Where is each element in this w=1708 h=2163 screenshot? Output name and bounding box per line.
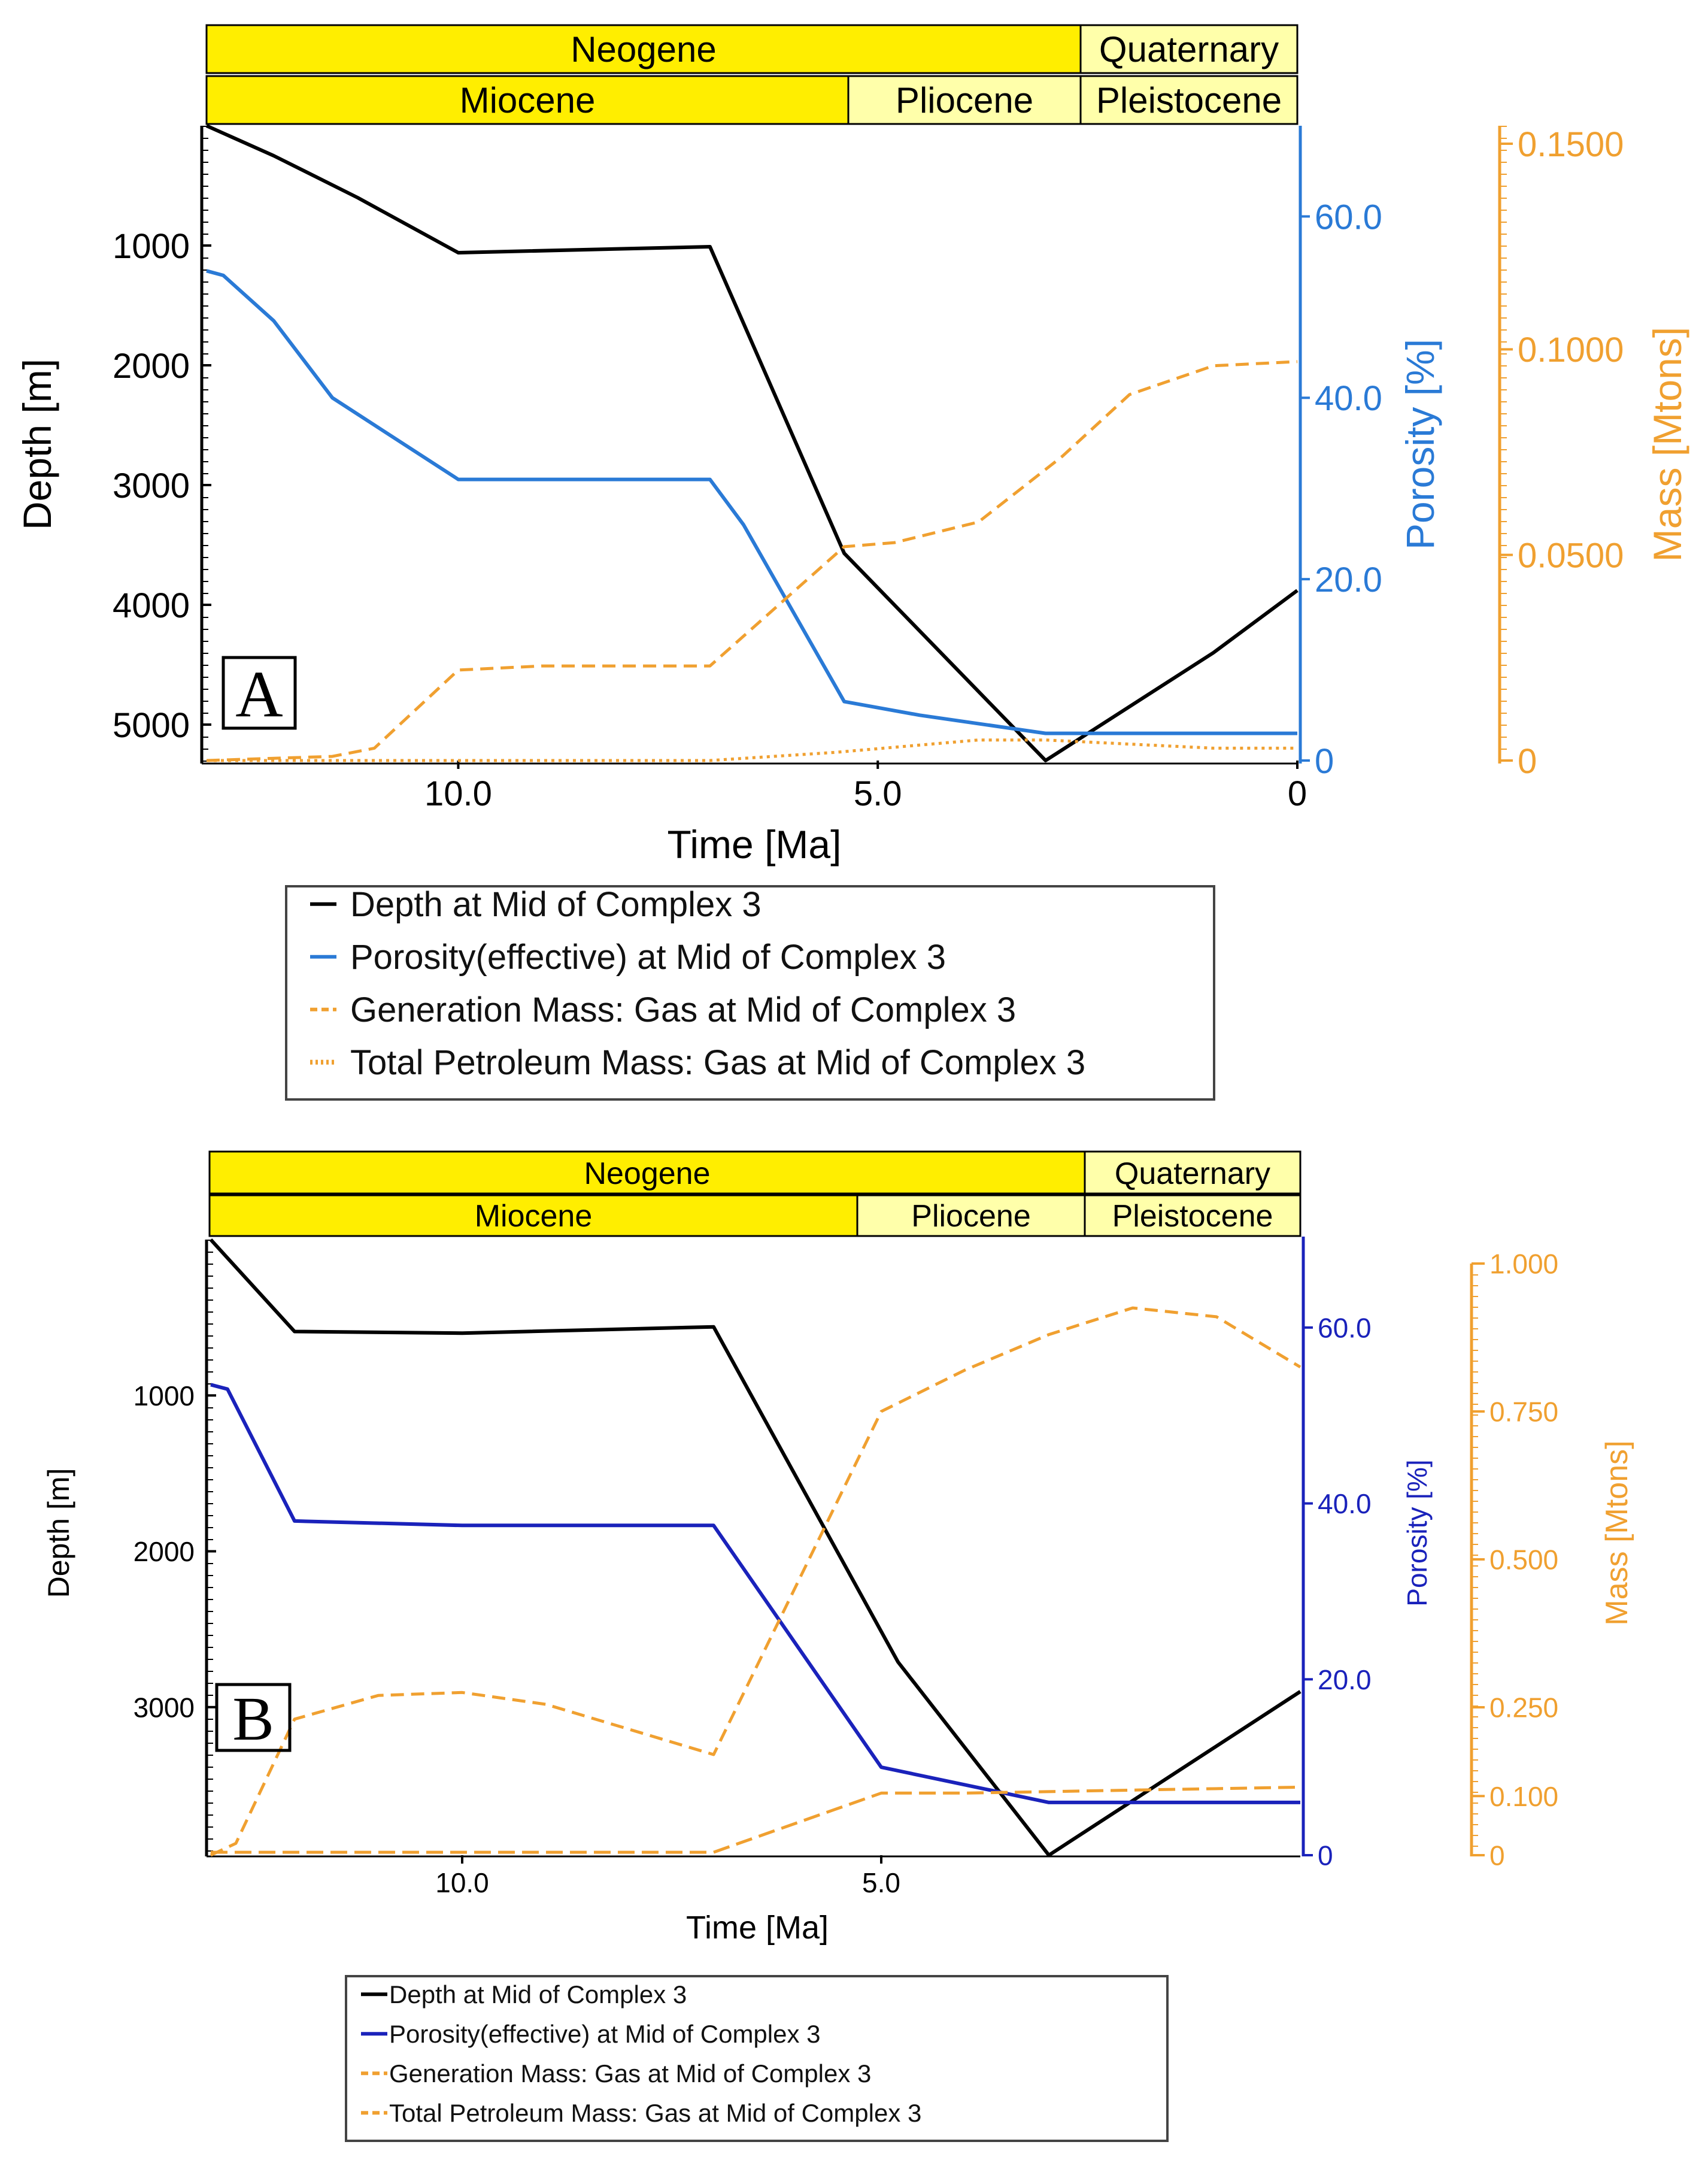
depth-tick-label: 3000 bbox=[134, 1692, 195, 1723]
legend-label: Depth at Mid of Complex 3 bbox=[350, 885, 762, 924]
mass-axis-title: Mass [Mtons] bbox=[1645, 327, 1689, 562]
label-quaternary: Quaternary bbox=[1099, 29, 1279, 69]
depth-axis-title: Depth [m] bbox=[15, 359, 59, 530]
panel-b-series bbox=[209, 1238, 1302, 1857]
label-neogene: Neogene bbox=[571, 29, 717, 69]
series-line-1 bbox=[210, 1383, 1300, 1804]
panel-a-ticks: 10.0 5.0 0 1000 2000 3000 4000 5000 0 20.0 40.0 60.… bbox=[113, 125, 1624, 813]
x-tick-label: 0 bbox=[1288, 774, 1307, 813]
mass-tick-label: 0.1500 bbox=[1518, 125, 1624, 164]
panel-b: Neogene Quaternary Miocene Pliocene Plei… bbox=[42, 1150, 1634, 2142]
mass-tick-label: 0 bbox=[1518, 742, 1537, 781]
series-line-3 bbox=[207, 738, 1297, 762]
label-pliocene: Pliocene bbox=[911, 1199, 1030, 1234]
depth-tick-label: 2000 bbox=[134, 1536, 195, 1567]
mass-axis-title: Mass [Mtons] bbox=[1600, 1440, 1634, 1625]
strip-quaternary bbox=[1079, 24, 1299, 74]
time-axis-title: Time [Ma] bbox=[686, 1910, 829, 1946]
porosity-axis-title: Porosity [%] bbox=[1401, 1459, 1433, 1606]
legend-label: Depth at Mid of Complex 3 bbox=[389, 1980, 687, 2008]
porosity-tick-label: 0 bbox=[1318, 1840, 1333, 1871]
legend-label: Total Petroleum Mass: Gas at Mid of Comp… bbox=[350, 1043, 1085, 1082]
legend-label: Total Petroleum Mass: Gas at Mid of Comp… bbox=[389, 2099, 921, 2127]
series-line-2 bbox=[210, 1306, 1302, 1857]
depth-tick-label: 3000 bbox=[113, 466, 190, 505]
strip-pleistocene bbox=[1079, 75, 1299, 125]
depth-tick-label: 5000 bbox=[113, 706, 190, 745]
legend-label: Porosity(effective) at Mid of Complex 3 bbox=[389, 2020, 821, 2048]
legend-b-entries: Depth at Mid of Complex 3 Porosity(effect… bbox=[361, 1980, 921, 2127]
legend-a-entries: Depth at Mid of Complex 3 Porosity(effect… bbox=[310, 885, 1085, 1082]
strip-neogene bbox=[205, 24, 1082, 74]
porosity-tick-label: 20.0 bbox=[1318, 1664, 1372, 1695]
series-line-1 bbox=[206, 269, 1297, 735]
label-pleistocene: Pleistocene bbox=[1112, 1199, 1273, 1234]
porosity-tick-label: 60.0 bbox=[1315, 198, 1382, 237]
series-line-0 bbox=[205, 124, 1299, 762]
mass-tick-label: 1.000 bbox=[1489, 1249, 1558, 1280]
strip-quaternary bbox=[1084, 1150, 1302, 1195]
legend-a bbox=[285, 885, 1215, 1101]
strip-pleistocene bbox=[1084, 1194, 1302, 1237]
series-line-0 bbox=[209, 1238, 1302, 1857]
time-axis-title: Time [Ma] bbox=[668, 822, 842, 867]
mass-tick-label: 0.100 bbox=[1489, 1781, 1558, 1812]
depth-tick-label: 4000 bbox=[113, 586, 190, 625]
panel-b-letter: B bbox=[232, 1685, 274, 1753]
mass-tick-label: 0 bbox=[1489, 1840, 1505, 1871]
x-tick-label: 5.0 bbox=[854, 774, 902, 813]
legend-label: Porosity(effective) at Mid of Complex 3 bbox=[350, 938, 946, 977]
legend-label: Generation Mass: Gas at Mid of Complex 3 bbox=[350, 990, 1016, 1029]
strip-pliocene bbox=[856, 1194, 1086, 1237]
label-pliocene: Pliocene bbox=[896, 80, 1033, 120]
porosity-tick-label: 40.0 bbox=[1318, 1488, 1372, 1519]
label-miocene: Miocene bbox=[475, 1199, 593, 1234]
label-neogene: Neogene bbox=[584, 1156, 710, 1191]
porosity-tick-label: 40.0 bbox=[1315, 379, 1382, 418]
panel-a: Neogene Quaternary Miocene Pliocene Plei… bbox=[15, 24, 1689, 1101]
mass-tick-label: 0.500 bbox=[1489, 1544, 1558, 1576]
porosity-tick-label: 20.0 bbox=[1315, 561, 1382, 599]
panel-a-letter: A bbox=[235, 658, 283, 731]
x-tick-label: 10.0 bbox=[435, 1867, 489, 1898]
label-pleistocene: Pleistocene bbox=[1096, 80, 1282, 120]
panel-a-letter-box bbox=[222, 656, 297, 730]
porosity-tick-label: 0 bbox=[1315, 742, 1334, 781]
series-line-2 bbox=[206, 360, 1298, 762]
porosity-tick-label: 60.0 bbox=[1318, 1312, 1372, 1343]
depth-tick-label: 1000 bbox=[113, 227, 190, 266]
x-tick-label: 5.0 bbox=[862, 1867, 900, 1898]
label-miocene: Miocene bbox=[460, 80, 596, 120]
depth-tick-label: 1000 bbox=[134, 1380, 195, 1411]
porosity-axis-title: Porosity [%] bbox=[1398, 339, 1442, 550]
label-quaternary: Quaternary bbox=[1115, 1156, 1270, 1191]
strip-miocene bbox=[208, 1194, 858, 1237]
strip-miocene bbox=[205, 75, 850, 125]
mass-tick-label: 0.0500 bbox=[1518, 537, 1624, 575]
panel-b-ticks: 10.0 5.0 1000 2000 3000 0 20.0 40.0 60.0 0 0.100 0.… bbox=[134, 1249, 1558, 1898]
depth-axis-title: Depth [m] bbox=[42, 1468, 75, 1598]
mass-tick-label: 0.250 bbox=[1489, 1692, 1558, 1723]
x-tick-label: 10.0 bbox=[424, 774, 492, 813]
legend-b bbox=[345, 1975, 1169, 2142]
series-line-3 bbox=[211, 1785, 1301, 1854]
mass-tick-label: 0.750 bbox=[1489, 1396, 1558, 1428]
depth-tick-label: 2000 bbox=[113, 347, 190, 386]
mass-tick-label: 0.1000 bbox=[1518, 331, 1624, 369]
legend-label: Generation Mass: Gas at Mid of Complex 3 bbox=[389, 2059, 871, 2088]
panel-b-letter-box bbox=[215, 1683, 292, 1752]
panel-a-series bbox=[205, 124, 1299, 762]
